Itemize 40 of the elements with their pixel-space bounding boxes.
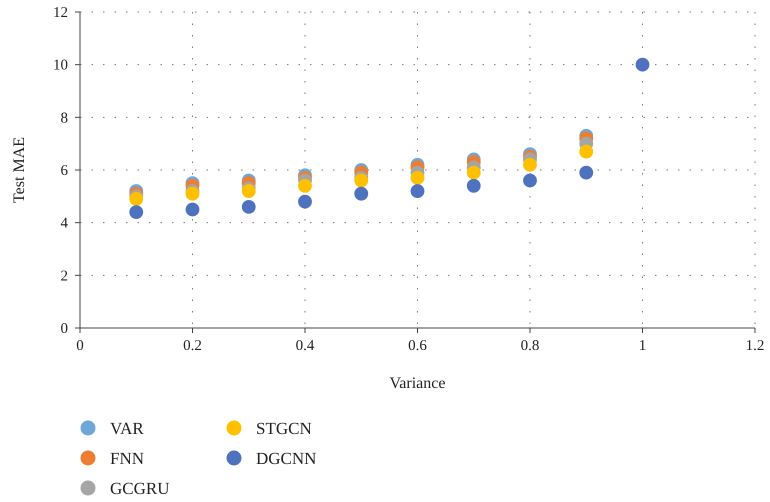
point: [466, 166, 481, 180]
point: [579, 144, 594, 158]
x-tick-label: 0.4: [296, 338, 315, 354]
x-tick-label: 0.2: [183, 338, 202, 354]
point: [129, 205, 144, 220]
y-tick-label: 0: [60, 321, 68, 337]
y-tick-label: 2: [60, 268, 68, 284]
x-tick-label: 1.2: [746, 338, 764, 354]
point: [186, 202, 200, 216]
x-tick-label: 0.6: [408, 338, 428, 354]
point: [186, 186, 200, 201]
point: [298, 178, 312, 193]
y-tick-label: 6: [60, 163, 68, 179]
y-tick-label: 8: [60, 110, 68, 126]
point: [523, 174, 537, 188]
y-tick-label: 12: [53, 5, 68, 21]
y-tick-label: 4: [60, 216, 68, 232]
legend-label: GCGRU: [110, 479, 170, 498]
y-tick-label: 10: [53, 58, 68, 74]
legend-label: STGCN: [256, 419, 312, 438]
x-tick-label: 0: [76, 338, 84, 354]
point: [242, 184, 256, 198]
x-tick-label: 1: [638, 338, 646, 354]
y-axis-title: Test MAE: [11, 137, 28, 203]
legend-label: FNN: [110, 449, 144, 468]
legend-label: DGCNN: [256, 449, 316, 468]
point: [410, 184, 424, 198]
point: [410, 171, 424, 185]
legend-label: VAR: [110, 419, 144, 438]
point: [523, 158, 537, 172]
point: [354, 186, 368, 201]
point: [298, 194, 312, 208]
point: [466, 178, 481, 193]
point: [636, 58, 650, 72]
x-tick-label: 0.8: [520, 338, 540, 354]
point: [242, 200, 256, 214]
point: [579, 166, 594, 180]
point: [129, 192, 144, 206]
x-axis-title: Variance: [390, 375, 446, 392]
point: [354, 174, 368, 188]
